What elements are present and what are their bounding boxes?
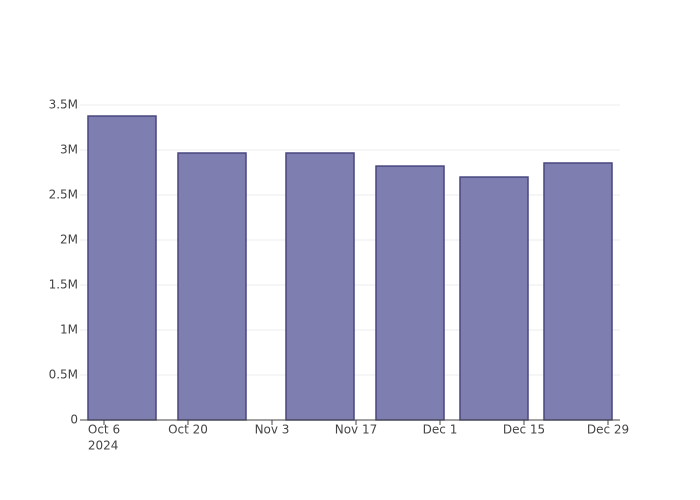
y-tick-label: 1M: [60, 323, 78, 337]
x-tick-label: Dec 29: [587, 423, 629, 437]
bar: [459, 176, 529, 421]
bar: [87, 115, 157, 421]
y-tick-label: 3.5M: [49, 98, 78, 112]
y-tick-label: 0: [70, 413, 78, 427]
y-tick-label: 2M: [60, 233, 78, 247]
x-tick-label: Dec 15: [503, 423, 545, 437]
bar: [177, 152, 247, 421]
x-tick-label: Nov 3: [255, 423, 290, 437]
y-tick-label: 1.5M: [49, 278, 78, 292]
x-tick-label: Dec 1: [423, 423, 458, 437]
y-tick-label: 3M: [60, 143, 78, 157]
x-year-label: 2024: [88, 439, 119, 453]
bar: [375, 165, 445, 421]
y-tick-label: 0.5M: [49, 368, 78, 382]
x-tick-label: Oct 6: [88, 423, 120, 437]
bar: [543, 162, 613, 421]
x-tick-label: Oct 20: [168, 423, 208, 437]
y-tick-label: 2.5M: [49, 188, 78, 202]
x-tick-label: Nov 17: [335, 423, 378, 437]
bar: [285, 152, 355, 421]
